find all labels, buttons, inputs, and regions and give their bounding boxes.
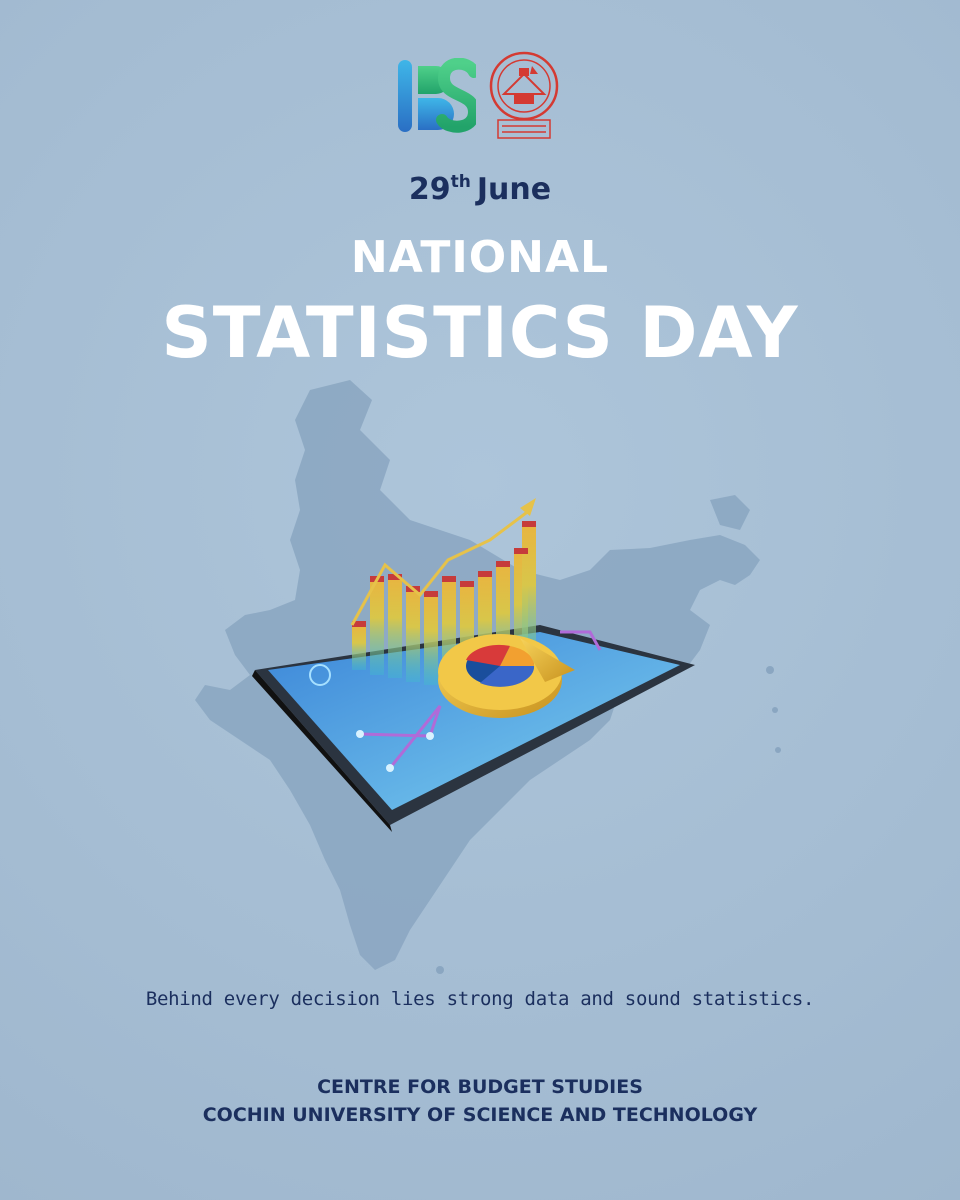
- date-month: June: [476, 172, 552, 207]
- title-line-1: NATIONAL: [350, 232, 610, 283]
- tablet-device: [252, 625, 695, 832]
- tagline: Behind every decision lies strong data a…: [145, 988, 815, 1010]
- cusat-seal-icon: [489, 51, 559, 139]
- india-map-tablet-illustration: [195, 380, 781, 974]
- footer-organization: CENTRE FOR BUDGET STUDIES: [317, 1076, 643, 1098]
- cbs-logo-icon: [398, 58, 476, 133]
- title-line-2: STATISTICS DAY: [161, 292, 799, 374]
- footer-university: COCHIN UNIVERSITY OF SCIENCE AND TECHNOL…: [202, 1104, 758, 1126]
- logo-row: [0, 50, 960, 142]
- date-suffix: th: [450, 172, 471, 192]
- pie-chart-graphic: [438, 634, 575, 718]
- event-date: 29th June: [0, 172, 960, 207]
- date-day: 29: [408, 172, 451, 207]
